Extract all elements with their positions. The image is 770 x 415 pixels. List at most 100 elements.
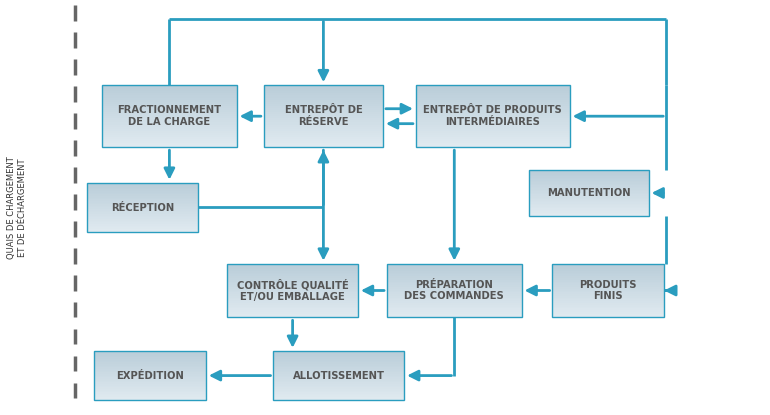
Bar <box>102 87 237 89</box>
Bar <box>273 362 404 364</box>
Bar <box>94 382 206 384</box>
Bar <box>263 122 383 124</box>
Bar <box>530 202 648 204</box>
Bar <box>387 276 522 278</box>
Bar <box>273 356 404 357</box>
Bar <box>86 216 199 217</box>
Bar <box>553 264 664 265</box>
Bar <box>102 85 237 147</box>
Bar <box>94 371 206 372</box>
Bar <box>94 361 206 362</box>
Bar <box>530 208 648 210</box>
Bar <box>86 183 199 184</box>
Bar <box>530 182 648 184</box>
Bar <box>86 201 199 203</box>
Bar <box>273 366 404 367</box>
Bar <box>102 141 237 143</box>
Text: EXPÉDITION: EXPÉDITION <box>116 371 184 381</box>
Bar <box>263 129 383 131</box>
Bar <box>273 392 404 394</box>
Text: MANUTENTION: MANUTENTION <box>547 188 631 198</box>
Bar <box>273 391 404 392</box>
Bar <box>387 296 522 298</box>
Bar <box>416 116 570 118</box>
Bar <box>553 310 664 312</box>
Bar <box>102 139 237 141</box>
Bar <box>263 139 383 141</box>
Bar <box>273 394 404 395</box>
Bar <box>102 114 237 116</box>
Bar <box>273 351 404 352</box>
Bar <box>86 194 199 196</box>
Bar <box>553 265 664 267</box>
Bar <box>553 273 664 274</box>
Bar <box>86 231 199 232</box>
Bar <box>102 100 237 102</box>
Bar <box>86 229 199 231</box>
Bar <box>94 397 206 399</box>
Bar <box>263 114 383 116</box>
Bar <box>416 100 570 102</box>
Bar <box>273 357 404 359</box>
Bar <box>94 352 206 354</box>
Bar <box>553 290 664 292</box>
Bar <box>86 188 199 189</box>
Bar <box>553 300 664 301</box>
Bar <box>263 112 383 114</box>
Bar <box>102 143 237 145</box>
Bar <box>102 135 237 137</box>
Bar <box>530 195 648 196</box>
Bar <box>530 207 648 208</box>
Bar <box>227 271 358 273</box>
Bar <box>387 305 522 307</box>
Bar <box>530 200 648 202</box>
Bar <box>530 211 648 213</box>
Bar <box>86 226 199 227</box>
Bar <box>94 386 206 387</box>
Bar <box>263 108 383 110</box>
Bar <box>387 289 522 290</box>
Bar <box>530 204 648 205</box>
Bar <box>94 381 206 382</box>
Bar <box>553 283 664 285</box>
Bar <box>263 89 383 91</box>
Bar <box>102 104 237 106</box>
Bar <box>94 379 206 381</box>
Bar <box>263 118 383 120</box>
Bar <box>94 374 206 376</box>
Bar <box>553 301 664 303</box>
Bar <box>530 199 648 200</box>
Bar <box>227 264 358 265</box>
Bar <box>387 281 522 283</box>
Bar <box>273 369 404 371</box>
Bar <box>263 127 383 129</box>
Bar <box>530 196 648 198</box>
Bar <box>273 399 404 400</box>
Bar <box>530 213 648 214</box>
Bar <box>94 394 206 395</box>
Text: ALLOTISSEMENT: ALLOTISSEMENT <box>293 371 385 381</box>
Bar <box>553 267 664 269</box>
Bar <box>387 298 522 300</box>
Bar <box>94 362 206 364</box>
Bar <box>553 287 664 289</box>
Bar <box>387 316 522 317</box>
Bar <box>94 387 206 389</box>
Bar <box>416 95 570 98</box>
Bar <box>553 271 664 273</box>
Bar <box>94 367 206 369</box>
Bar <box>102 102 237 104</box>
Bar <box>263 135 383 137</box>
Bar <box>553 274 664 276</box>
Bar <box>416 98 570 100</box>
Bar <box>86 227 199 229</box>
Bar <box>227 310 358 312</box>
Bar <box>227 264 358 317</box>
Bar <box>263 131 383 133</box>
Bar <box>553 269 664 271</box>
Bar <box>102 116 237 118</box>
Bar <box>387 278 522 280</box>
Bar <box>94 351 206 352</box>
Bar <box>387 294 522 296</box>
Bar <box>530 170 648 172</box>
